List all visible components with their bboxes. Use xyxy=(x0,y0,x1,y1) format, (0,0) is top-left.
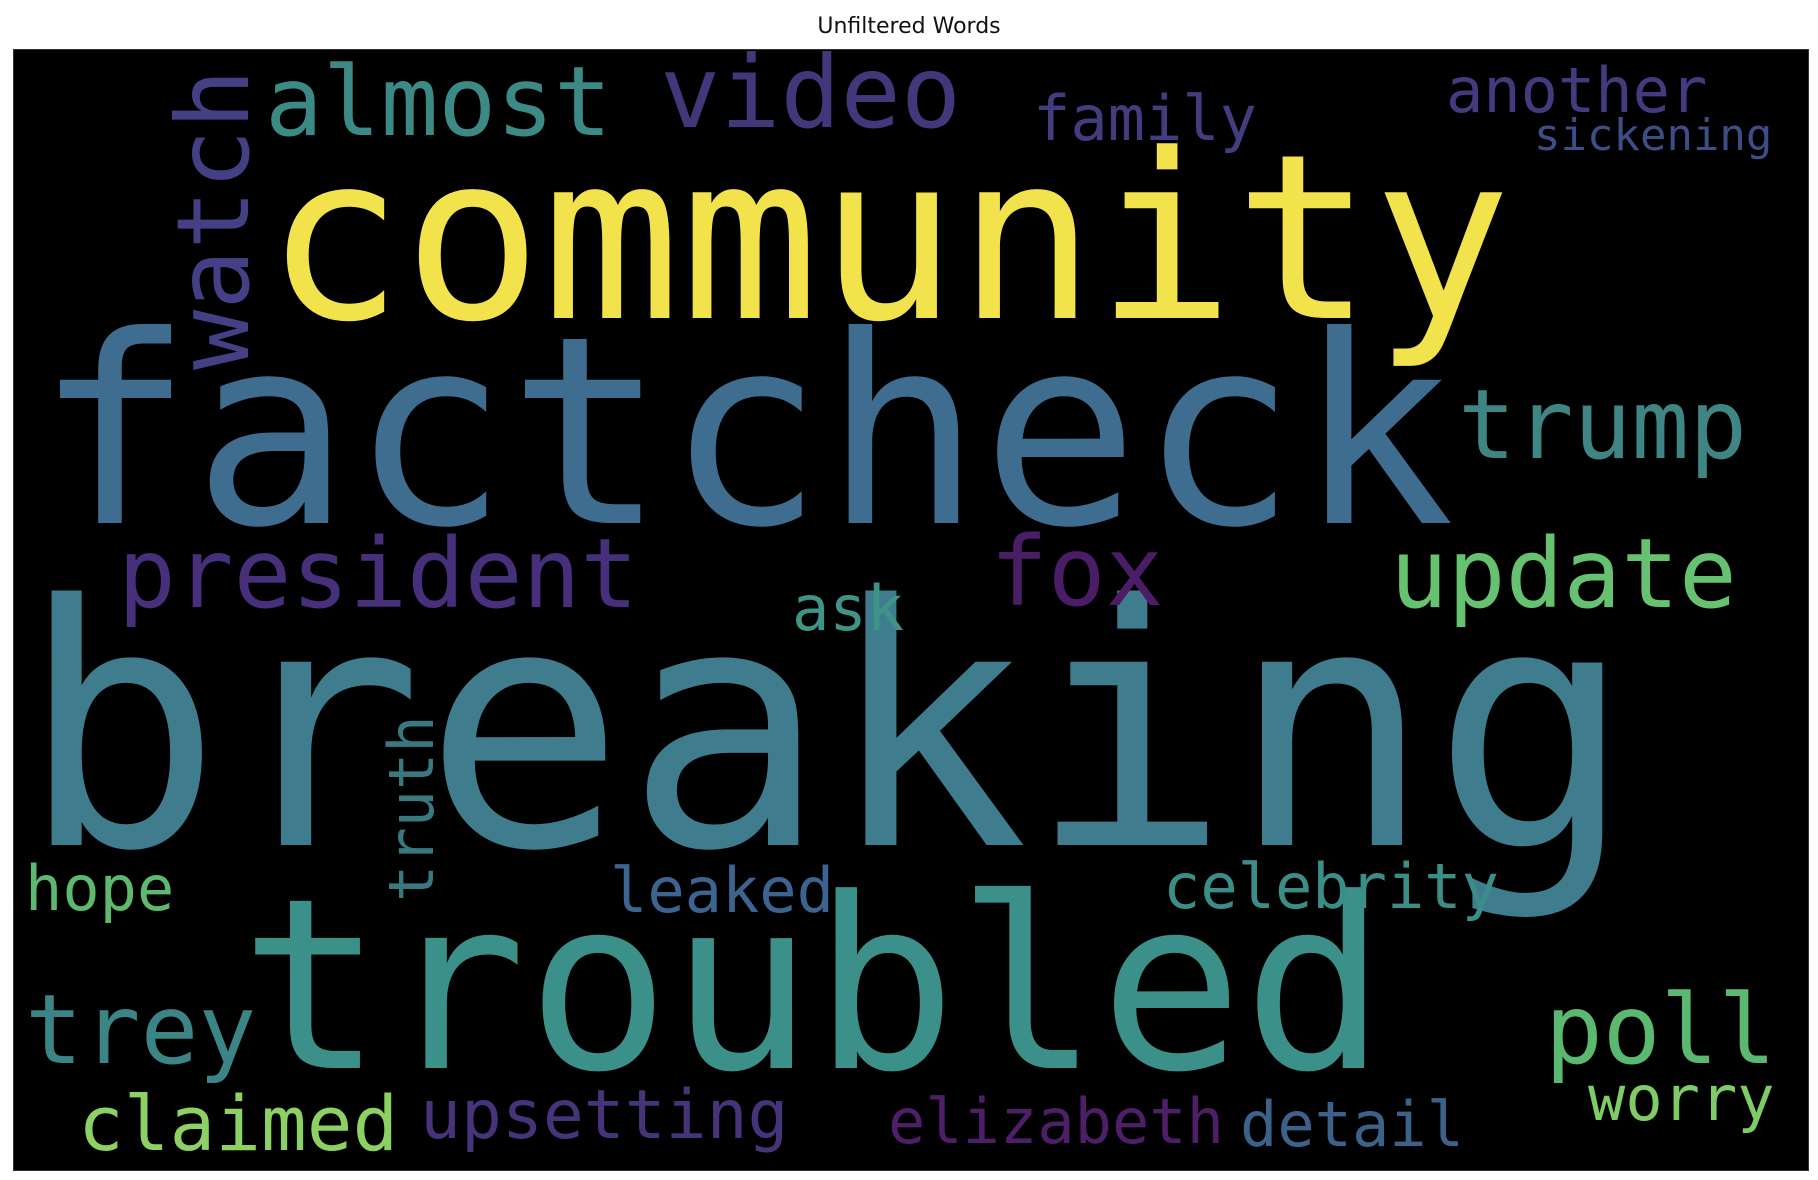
word-president: president xyxy=(118,518,638,630)
word-worry: worry xyxy=(1588,1062,1775,1135)
word-family: family xyxy=(1033,82,1257,155)
word-trump: trump xyxy=(1458,369,1747,481)
word-troubled: troubled xyxy=(240,848,1386,1125)
word-fox: fox xyxy=(990,516,1163,628)
word-sickening: sickening xyxy=(1534,110,1772,161)
wordcloud-panel xyxy=(13,49,1809,1171)
word-hope: hope xyxy=(25,852,174,925)
word-detail: detail xyxy=(1240,1088,1464,1161)
word-update: update xyxy=(1390,518,1737,630)
word-upsetting: upsetting xyxy=(420,1076,788,1155)
word-truth: truth xyxy=(375,715,448,902)
word-ask: ask xyxy=(792,572,904,645)
word-poll: poll xyxy=(1545,974,1776,1086)
word-breaking: breaking xyxy=(20,535,1634,925)
word-trey: trey xyxy=(25,974,256,1086)
chart-title: Unfiltered Words xyxy=(817,14,1001,39)
word-watch: watch xyxy=(155,69,272,370)
word-leaked: leaked xyxy=(610,854,834,927)
word-another: another xyxy=(1446,54,1707,127)
word-almost: almost xyxy=(265,46,612,158)
word-claimed: claimed xyxy=(78,1079,398,1168)
word-elizabeth: elizabeth xyxy=(888,1085,1224,1158)
word-community: community xyxy=(265,106,1511,373)
word-factcheck: factcheck xyxy=(35,280,1455,585)
word-celebrity: celebrity xyxy=(1163,850,1499,923)
word-video: video xyxy=(660,34,961,151)
